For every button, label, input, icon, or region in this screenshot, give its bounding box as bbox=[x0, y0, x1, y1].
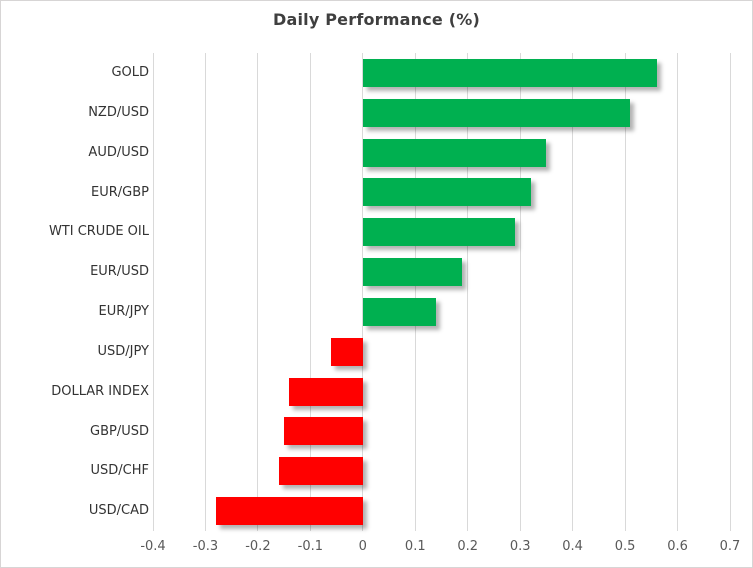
x-tick-label: -0.3 bbox=[192, 539, 219, 554]
x-tick-label: 0.1 bbox=[404, 539, 426, 554]
bar-wti-crude-oil bbox=[362, 218, 515, 247]
x-tick-label: 0.4 bbox=[562, 539, 583, 554]
gridline bbox=[152, 53, 154, 531]
bar-gold bbox=[362, 58, 657, 87]
bar-eur-usd bbox=[362, 258, 463, 287]
category-label: NZD/USD bbox=[88, 104, 149, 120]
bar-dollar-index bbox=[289, 377, 363, 406]
gridline bbox=[519, 53, 521, 531]
bar-eur-gbp bbox=[362, 178, 531, 207]
bar-aud-usd bbox=[362, 138, 547, 167]
x-tick-label: -0.4 bbox=[140, 539, 166, 554]
category-label: GBP/USD bbox=[90, 423, 149, 439]
bar-nzd-usd bbox=[362, 98, 631, 127]
plot-area bbox=[152, 53, 731, 531]
bar-gbp-usd bbox=[284, 417, 363, 446]
gridline bbox=[677, 53, 679, 531]
gridline bbox=[572, 53, 574, 531]
x-tick-label: 0 bbox=[358, 539, 367, 554]
gridline bbox=[624, 53, 626, 531]
bar-usd-jpy bbox=[331, 337, 363, 366]
x-tick-label: -0.2 bbox=[245, 539, 271, 554]
category-label: USD/CHF bbox=[90, 463, 150, 479]
category-label: USD/JPY bbox=[97, 343, 150, 359]
bar-usd-cad bbox=[215, 497, 363, 526]
value-axis: -0.4 -0.3 -0.2 -0.1 0 0.1 0.2 0.3 0.4 0.5 0.6 0.7 bbox=[1, 539, 752, 559]
x-tick-label: 0.7 bbox=[719, 539, 741, 554]
x-tick-label: 0.6 bbox=[667, 539, 688, 554]
x-tick-label: -0.1 bbox=[297, 539, 324, 554]
bar-eur-jpy bbox=[362, 297, 437, 326]
category-label: GOLD bbox=[111, 65, 149, 80]
gridline bbox=[257, 53, 259, 531]
x-tick-label: 0.3 bbox=[509, 539, 531, 554]
category-label: AUD/USD bbox=[88, 144, 149, 160]
category-label: DOLLAR INDEX bbox=[51, 383, 149, 399]
gridline bbox=[309, 53, 311, 531]
x-tick-label: 0.2 bbox=[457, 539, 479, 554]
x-tick-label: 0.5 bbox=[614, 539, 636, 554]
category-label: WTI CRUDE OIL bbox=[48, 224, 149, 240]
category-axis: GOLD NZD/USD AUD/USD EUR/GBP WTI CRUDE OIL EU… bbox=[1, 53, 149, 531]
gridline bbox=[204, 53, 206, 531]
category-label: EUR/JPY bbox=[98, 304, 149, 319]
category-label: USD/CAD bbox=[88, 503, 149, 519]
gridline bbox=[362, 53, 364, 531]
gridline bbox=[414, 53, 416, 531]
category-label: EUR/GBP bbox=[91, 184, 149, 200]
gridline bbox=[729, 53, 731, 531]
category-label: EUR/USD bbox=[90, 264, 149, 280]
chart-title: Daily Performance (%) bbox=[273, 10, 480, 29]
gridline bbox=[467, 53, 469, 531]
bar-usd-chf bbox=[278, 457, 363, 486]
